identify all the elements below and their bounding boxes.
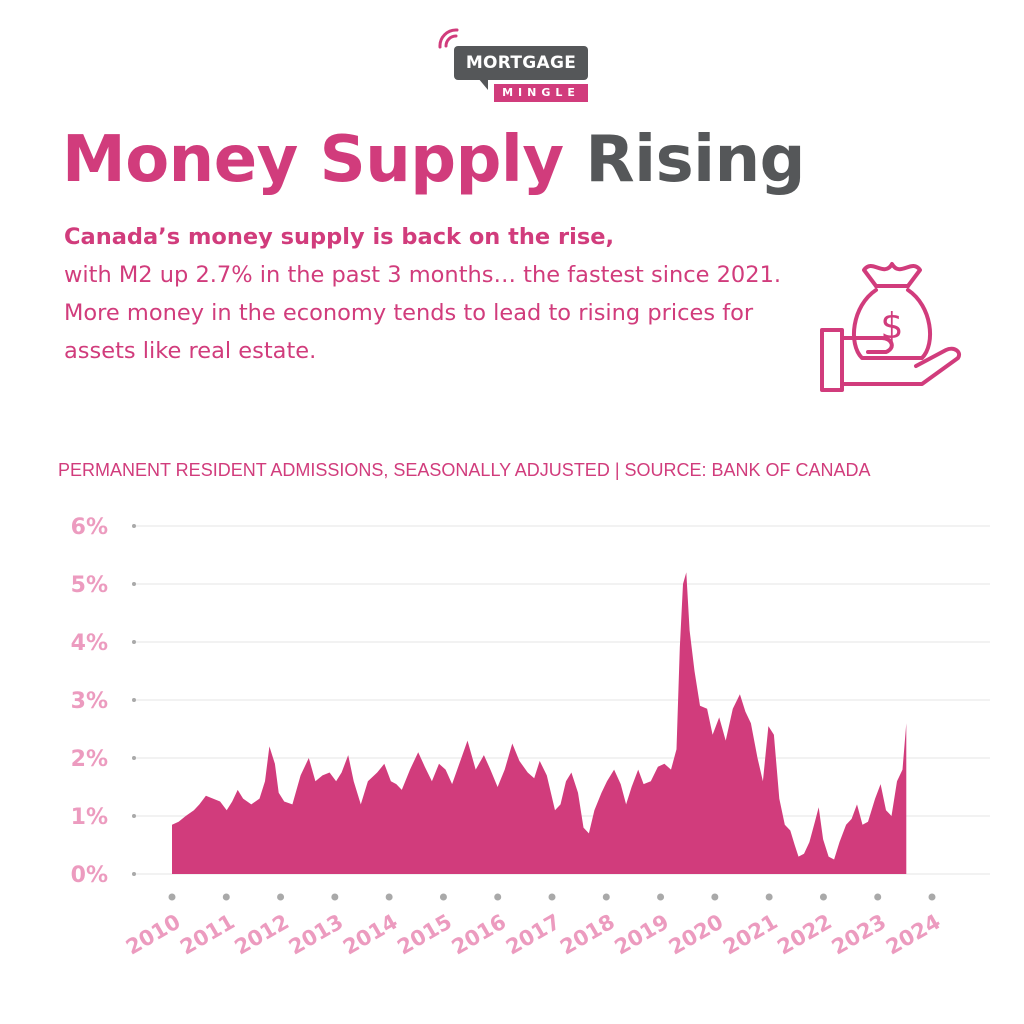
x-tick-dot: [385, 893, 393, 901]
y-tick-label: 1%: [71, 805, 108, 830]
x-tick-label: 2023: [828, 910, 891, 960]
money-supply-area: [172, 572, 907, 874]
y-tick-dot: [132, 756, 136, 760]
y-tick-label: 6%: [71, 515, 108, 540]
page-title: Money Supply Rising: [62, 118, 982, 202]
x-tick-label: 2020: [665, 910, 728, 960]
chart-area-layer: [172, 572, 907, 874]
x-tick-label: 2013: [285, 910, 348, 960]
x-tick-label: 2014: [339, 910, 402, 960]
brand-logo: MORTGAGE MINGLE: [438, 28, 608, 108]
x-tick-label: 2016: [448, 910, 511, 960]
y-tick-dot: [132, 814, 136, 818]
x-tick-dot: [331, 893, 339, 901]
x-tick-label: 2015: [393, 910, 456, 960]
title-main: Money Supply: [62, 123, 564, 197]
x-tick-dot: [602, 893, 610, 901]
svg-text:$: $: [881, 306, 904, 347]
x-tick-label: 2010: [122, 910, 185, 960]
chart-caption: PERMANENT RESIDENT ADMISSIONS, SEASONALL…: [58, 460, 871, 480]
x-tick-dot: [711, 893, 719, 901]
x-tick-dot: [548, 893, 556, 901]
y-tick-dot: [132, 582, 136, 586]
y-tick-label: 4%: [71, 631, 108, 656]
x-tick-dot: [168, 893, 176, 901]
x-tick-dot: [222, 893, 230, 901]
title-accent: Rising: [585, 123, 805, 197]
x-tick-dot: [765, 893, 773, 901]
logo-speech-tail: [478, 78, 488, 90]
intro-body: with M2 up 2.7% in the past 3 months… th…: [64, 262, 782, 364]
x-tick-label: 2017: [502, 910, 565, 960]
y-tick-dot: [132, 872, 136, 876]
x-tick-dot: [928, 893, 936, 901]
x-tick-label: 2021: [719, 910, 782, 960]
money-bag-hand-icon: $: [820, 262, 961, 392]
x-tick-label: 2012: [230, 910, 293, 960]
x-tick-dot: [657, 893, 665, 901]
money-supply-chart: 0%1%2%3%4%5%6% 2010201120122013201420152…: [71, 515, 990, 960]
signal-waves-icon: [438, 28, 459, 49]
x-tick-dot: [277, 893, 285, 901]
y-axis-ticks: 0% 1% 2% 3% 4% 5% 6%: [71, 515, 136, 888]
x-tick-dot: [874, 893, 882, 901]
brand-sub: MINGLE: [494, 84, 588, 102]
y-tick-dot: [132, 698, 136, 702]
x-tick-label: 2024: [882, 910, 945, 960]
x-tick-dot: [439, 893, 447, 901]
y-tick-label: 0%: [71, 863, 108, 888]
intro-lead: Canada’s money supply is back on the ris…: [64, 224, 615, 250]
x-tick-dot: [819, 893, 827, 901]
brand-name: MORTGAGE: [454, 46, 588, 80]
y-tick-label: 3%: [71, 689, 108, 714]
y-tick-dot: [132, 524, 136, 528]
x-tick-label: 2018: [556, 910, 619, 960]
x-tick-label: 2011: [176, 910, 239, 960]
x-tick-label: 2019: [610, 910, 673, 960]
y-tick-dot: [132, 640, 136, 644]
x-axis-ticks: 2010201120122013201420152016201720182019…: [122, 910, 945, 960]
y-tick-label: 2%: [71, 747, 108, 772]
x-axis-dots: [168, 893, 936, 901]
x-tick-label: 2022: [773, 910, 836, 960]
intro-text: Canada’s money supply is back on the ris…: [64, 218, 784, 370]
x-tick-dot: [494, 893, 502, 901]
y-tick-label: 5%: [71, 573, 108, 598]
